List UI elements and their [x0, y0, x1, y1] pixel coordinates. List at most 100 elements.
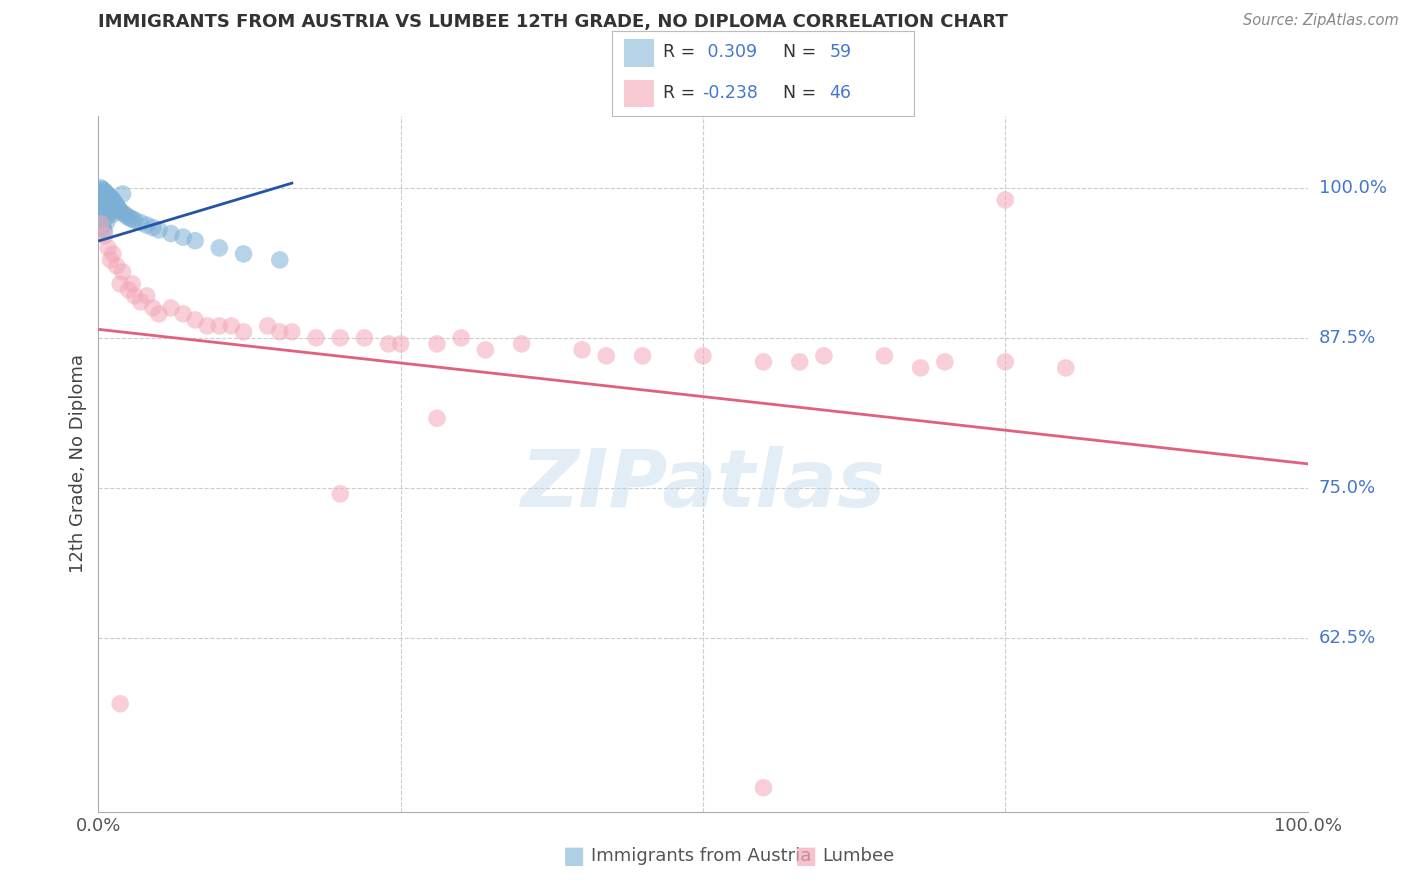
Point [118, 283, 141, 297]
Point [281, 325, 304, 339]
Text: 75.0%: 75.0% [1319, 479, 1376, 497]
Point [90, 181, 112, 195]
Point [98, 189, 121, 203]
Point [142, 220, 165, 235]
Point [91, 190, 114, 204]
Text: ■: ■ [794, 845, 817, 868]
Point [107, 200, 129, 214]
Point [450, 331, 472, 345]
Point [426, 411, 449, 425]
Point [100, 202, 122, 216]
Y-axis label: 12th Grade, No Diploma: 12th Grade, No Diploma [69, 354, 87, 574]
Point [148, 223, 170, 237]
Point [108, 203, 131, 218]
Point [121, 277, 143, 291]
Point [105, 199, 128, 213]
Point [91, 219, 114, 234]
Text: IMMIGRANTS FROM AUSTRIA VS LUMBEE 12TH GRADE, NO DIPLOMA CORRELATION CHART: IMMIGRANTS FROM AUSTRIA VS LUMBEE 12TH G… [98, 13, 1008, 31]
Point [221, 318, 243, 333]
Text: -0.238: -0.238 [703, 84, 758, 102]
Point [93, 194, 115, 208]
Point [111, 265, 134, 279]
Point [90, 217, 112, 231]
Point [91, 202, 114, 217]
Point [129, 216, 152, 230]
Point [108, 277, 131, 291]
Text: 46: 46 [830, 84, 851, 102]
Point [172, 230, 194, 244]
Point [118, 211, 141, 225]
Point [389, 337, 412, 351]
Point [93, 228, 115, 243]
Point [98, 199, 121, 213]
Point [89, 199, 111, 213]
Point [208, 318, 231, 333]
Point [101, 193, 124, 207]
Point [129, 294, 152, 309]
Point [97, 241, 120, 255]
Point [124, 213, 146, 227]
Point [100, 252, 122, 267]
FancyBboxPatch shape [624, 39, 654, 67]
Point [96, 196, 118, 211]
Point [124, 289, 146, 303]
Point [114, 207, 136, 221]
Point [100, 205, 122, 219]
Point [994, 193, 1017, 207]
Point [90, 214, 112, 228]
Point [89, 186, 111, 201]
Point [172, 307, 194, 321]
Text: 100.0%: 100.0% [1319, 179, 1386, 197]
Point [117, 210, 139, 224]
Point [1054, 360, 1077, 375]
Point [329, 331, 352, 345]
Point [208, 241, 231, 255]
Point [426, 337, 449, 351]
Point [160, 301, 183, 315]
Text: 87.5%: 87.5% [1319, 329, 1376, 347]
Text: Immigrants from Austria: Immigrants from Austria [591, 847, 811, 865]
Point [232, 247, 254, 261]
FancyBboxPatch shape [624, 79, 654, 108]
Point [934, 355, 956, 369]
Text: ZIPatlas: ZIPatlas [520, 446, 886, 524]
Point [100, 192, 122, 206]
Point [160, 227, 183, 241]
Point [93, 185, 115, 199]
Point [103, 195, 125, 210]
Point [111, 206, 134, 220]
Point [474, 343, 496, 357]
Text: ■: ■ [562, 845, 585, 868]
Point [94, 211, 117, 225]
Point [232, 325, 254, 339]
Point [269, 325, 291, 339]
Point [752, 780, 775, 795]
Point [184, 313, 207, 327]
Point [135, 289, 157, 303]
Point [108, 202, 131, 217]
Point [104, 196, 127, 211]
Point [100, 190, 122, 204]
Text: 0.309: 0.309 [703, 44, 758, 62]
Point [91, 200, 114, 214]
Point [631, 349, 654, 363]
Point [184, 234, 207, 248]
Point [269, 252, 291, 267]
Point [97, 188, 120, 202]
Point [329, 487, 352, 501]
Point [595, 349, 617, 363]
Text: N =: N = [772, 84, 821, 102]
Point [910, 360, 932, 375]
Point [353, 331, 375, 345]
Point [377, 337, 399, 351]
Point [111, 186, 134, 201]
Point [994, 355, 1017, 369]
Text: Lumbee: Lumbee [823, 847, 894, 865]
Point [91, 217, 114, 231]
Point [510, 337, 533, 351]
Point [96, 186, 118, 201]
Point [108, 697, 131, 711]
Point [305, 331, 328, 345]
Text: 62.5%: 62.5% [1319, 629, 1376, 647]
Point [135, 218, 157, 232]
